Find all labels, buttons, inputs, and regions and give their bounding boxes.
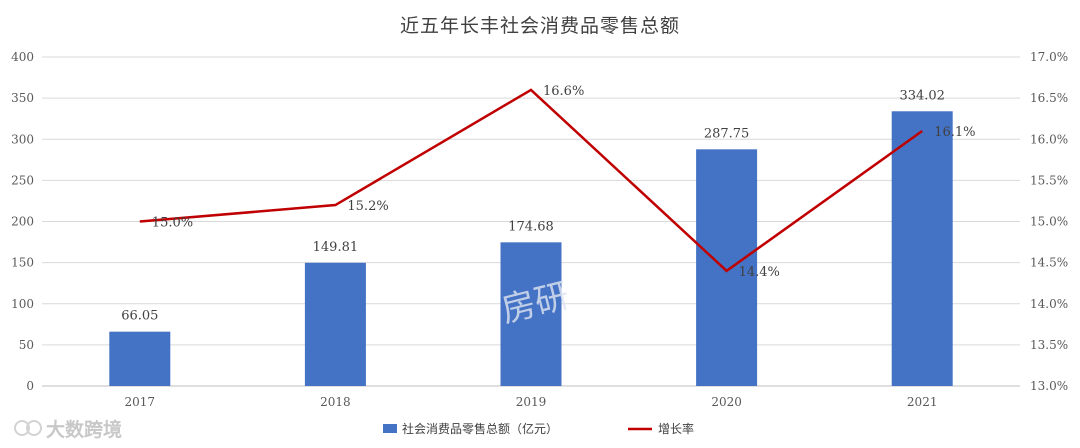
bar-value-label: 149.81 (313, 240, 359, 255)
line-value-label: 15.2% (347, 199, 388, 214)
watermark-text: 大数跨境 (46, 418, 122, 441)
right-tick-label: 16.0% (1030, 132, 1068, 146)
left-tick-label: 200 (11, 215, 34, 229)
legend-line-label: 增长率 (658, 421, 694, 436)
line-series (139, 88, 923, 273)
watermark-logo-ring (26, 420, 42, 436)
legend: 社会消费品零售总额（亿元） 增长率 (383, 421, 694, 436)
watermark-logo-icon (14, 420, 42, 436)
right-tick-label: 15.5% (1030, 173, 1068, 187)
category-label: 2017 (125, 395, 156, 409)
right-tick-label: 13.0% (1030, 379, 1068, 393)
watermark-logo-ring (14, 420, 30, 436)
category-label: 2018 (320, 395, 351, 409)
legend-bar-swatch (383, 424, 397, 433)
line-value-label: 16.1% (934, 125, 975, 140)
bar (500, 242, 562, 386)
line-value-label: 14.4% (739, 265, 780, 280)
bar (891, 111, 953, 386)
left-tick-label: 350 (11, 91, 34, 105)
left-tick-label: 300 (11, 132, 34, 146)
bar (696, 149, 758, 386)
right-tick-label: 17.0% (1030, 50, 1068, 64)
left-tick-label: 250 (11, 173, 34, 187)
category-label: 2020 (711, 395, 742, 409)
bar (109, 331, 171, 386)
category-label: 2021 (907, 395, 938, 409)
legend-bar-label: 社会消费品零售总额（亿元） (402, 421, 558, 436)
bar-value-label: 287.75 (704, 126, 750, 141)
right-tick-label: 15.0% (1030, 215, 1068, 229)
left-tick-label: 400 (11, 50, 34, 64)
line-value-label: 15.0% (152, 216, 193, 231)
left-tick-label: 50 (19, 338, 34, 352)
line-value-label: 16.6% (543, 84, 584, 99)
right-tick-label: 14.5% (1030, 256, 1068, 270)
category-label: 2019 (516, 395, 547, 409)
bar-value-label: 334.02 (899, 88, 945, 103)
bar (304, 262, 366, 386)
bar-value-label: 174.68 (508, 219, 554, 234)
left-tick-label: 100 (11, 297, 34, 311)
left-axis: 0 50 100 150 200 250 300 350 400 (11, 50, 34, 393)
chart-title: 近五年长丰社会消费品零售总额 (400, 15, 680, 37)
right-tick-label: 16.5% (1030, 91, 1068, 105)
right-tick-label: 13.5% (1030, 338, 1068, 352)
left-tick-label: 0 (26, 379, 34, 393)
x-axis: 2017 2018 2019 2020 2021 (125, 395, 938, 409)
left-tick-label: 150 (11, 256, 34, 270)
bar-series (109, 111, 953, 386)
growth-rate-line (139, 88, 923, 273)
bar-value-label: 66.05 (121, 309, 158, 324)
gridlines (42, 56, 1020, 387)
right-tick-label: 14.0% (1030, 297, 1068, 311)
right-axis: 13.0% 13.5% 14.0% 14.5% 15.0% 15.5% 16.0% 16.5%… (1030, 50, 1068, 393)
data-labels: 66.05 149.81 174.68 287.75 334.02 15.0% 15.2% 1… (121, 84, 975, 324)
